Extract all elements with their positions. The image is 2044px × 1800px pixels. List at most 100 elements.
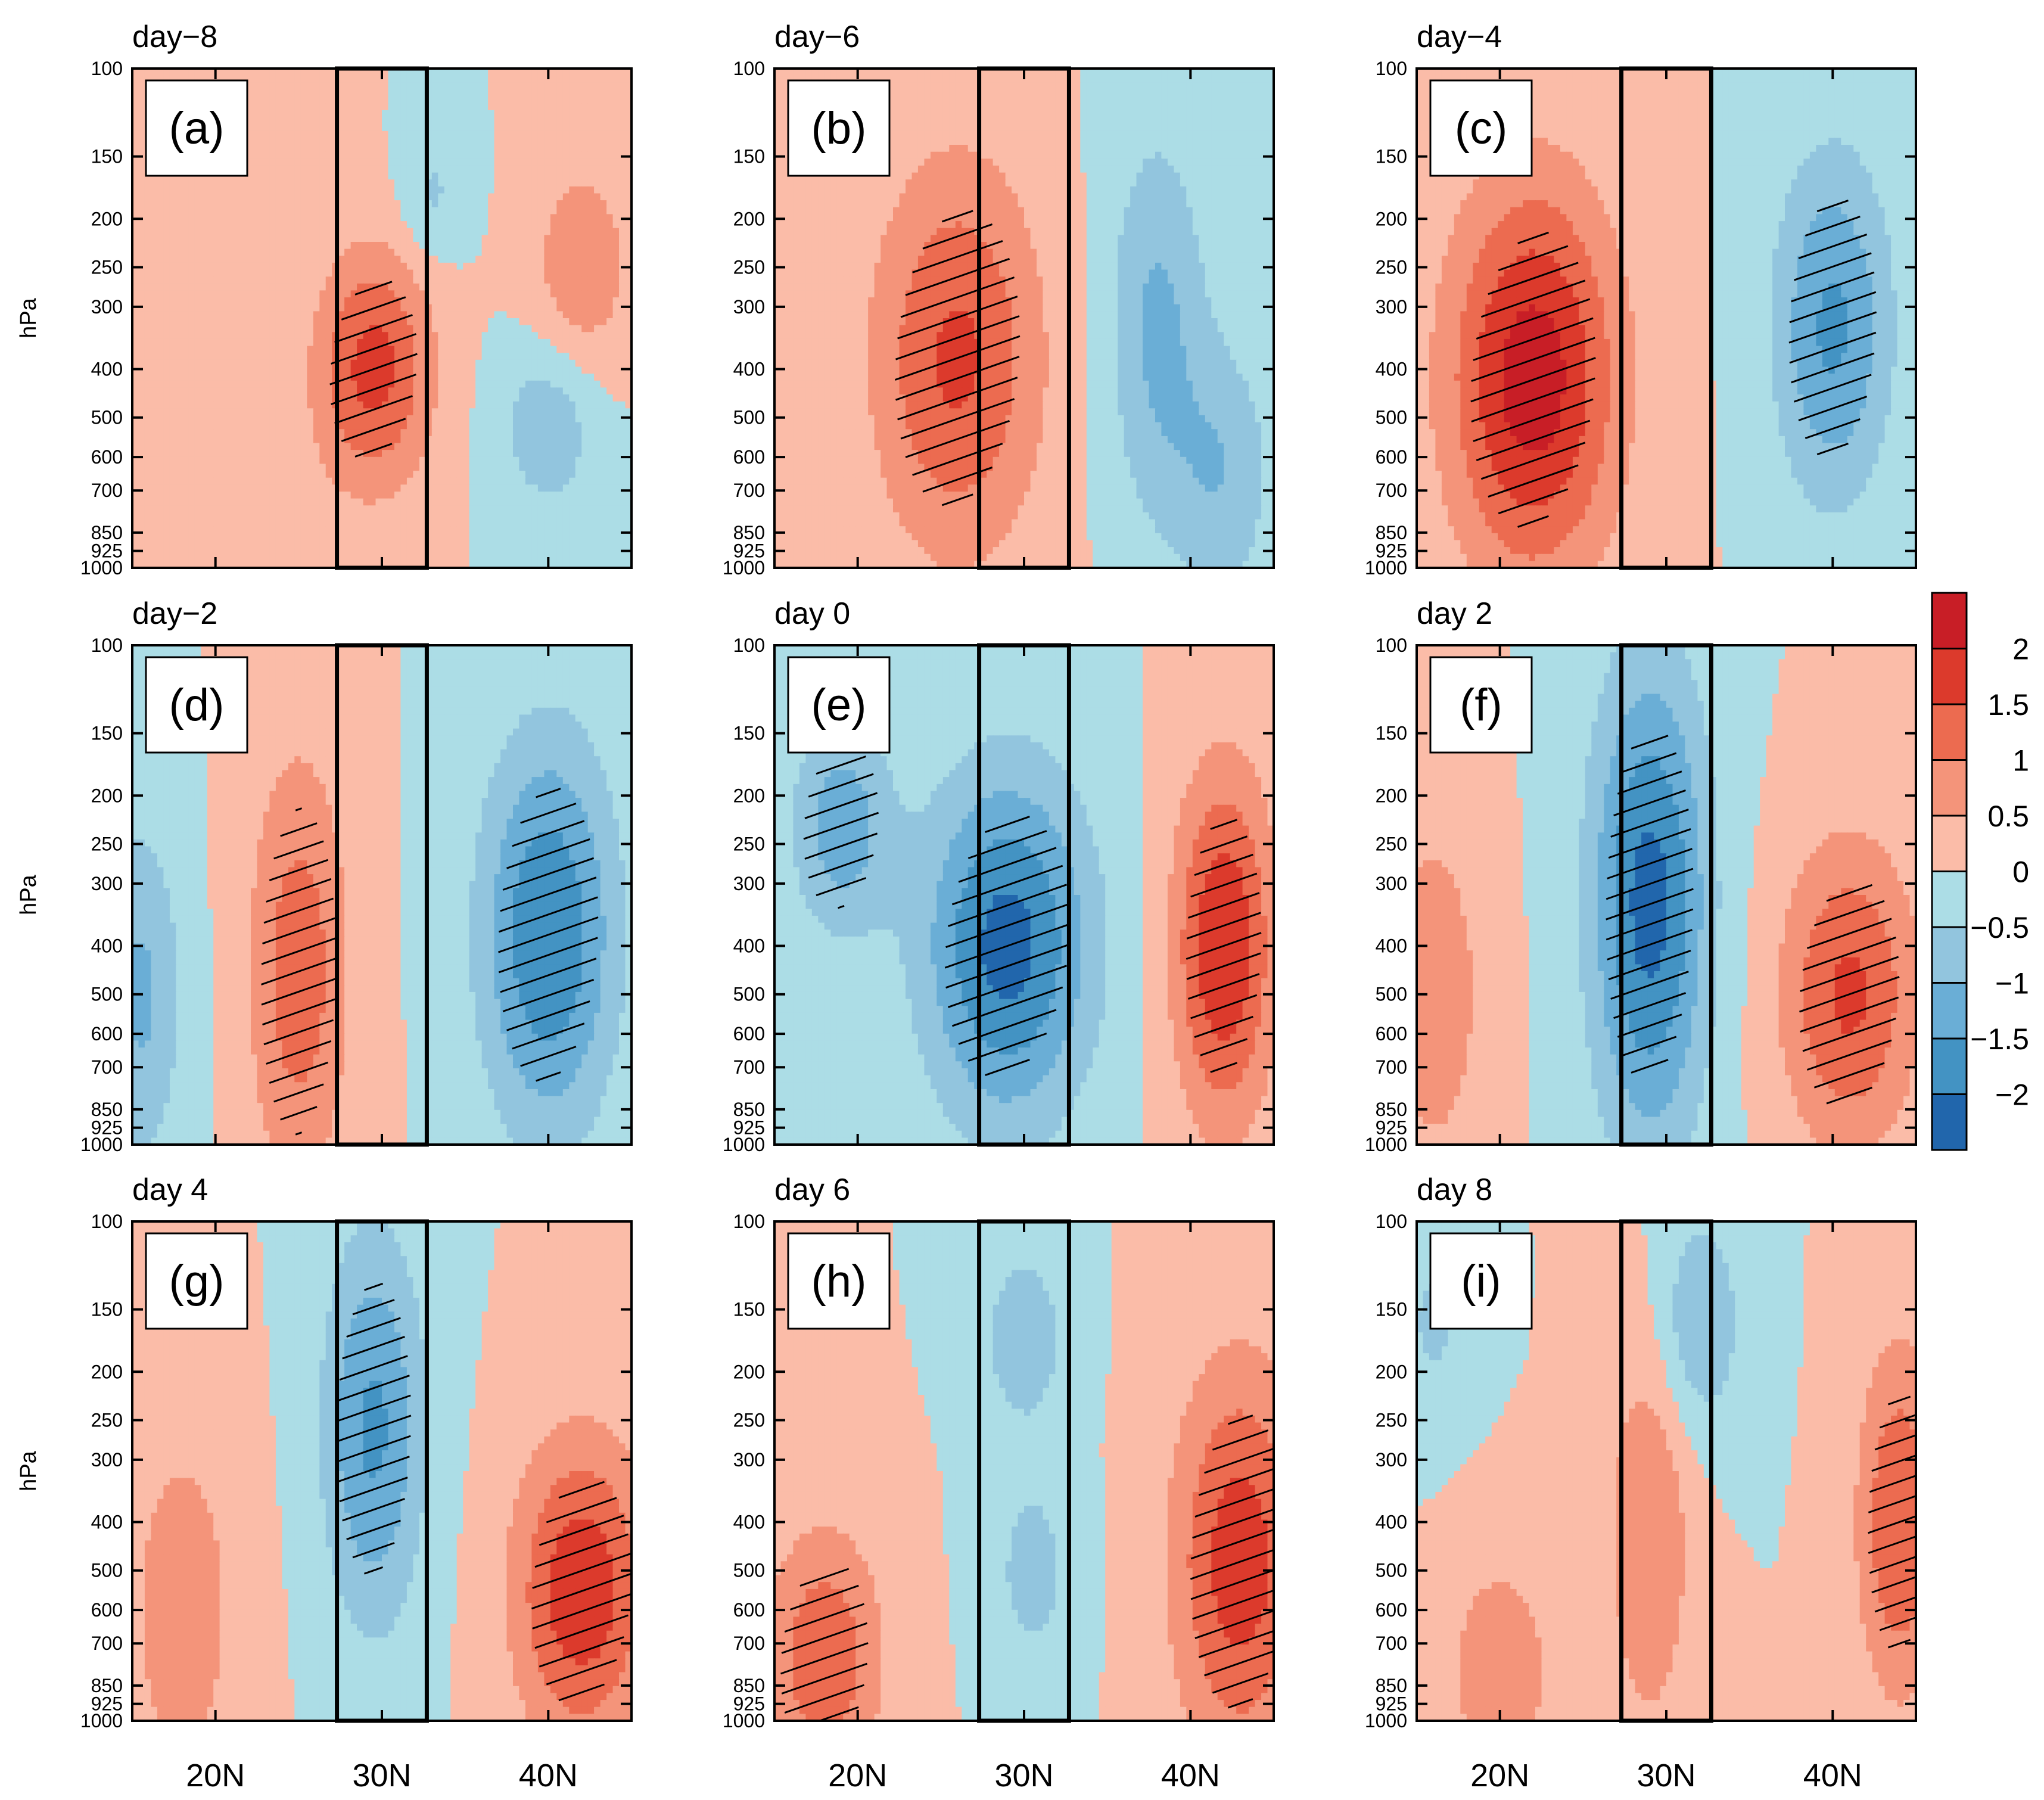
- contour-cell: [556, 443, 564, 450]
- contour-cell: [226, 436, 233, 444]
- contour-cell: [431, 158, 439, 166]
- contour-cell: [350, 179, 357, 187]
- contour-cell: [269, 151, 276, 160]
- contour-cell: [394, 374, 402, 381]
- contour-cell: [481, 436, 489, 444]
- contour-cell: [394, 262, 402, 271]
- contour-cell: [463, 69, 470, 76]
- contour-cell: [463, 242, 470, 250]
- contour-cell: [513, 477, 520, 486]
- contour-cell: [450, 214, 458, 222]
- contour-cell: [213, 456, 220, 465]
- contour-cell: [151, 359, 158, 368]
- contour-cell: [606, 130, 614, 139]
- contour-cell: [425, 422, 433, 430]
- contour-cell: [369, 145, 377, 153]
- contour-cell: [176, 262, 183, 271]
- contour-cell: [369, 276, 377, 284]
- contour-cell: [506, 304, 514, 312]
- contour-cell: [575, 450, 582, 458]
- contour-cell: [537, 283, 545, 291]
- contour-cell: [288, 471, 295, 478]
- contour-cell: [594, 464, 601, 471]
- contour-cell: [494, 165, 501, 173]
- contour-cell: [562, 214, 570, 222]
- contour-cell: [288, 477, 295, 486]
- contour-cell: [251, 429, 258, 437]
- contour-cell: [581, 387, 589, 395]
- contour-cell: [587, 207, 595, 215]
- contour-cell: [344, 387, 351, 395]
- contour-cell: [313, 374, 321, 381]
- contour-cell: [550, 248, 558, 256]
- contour-cell: [151, 387, 158, 395]
- contour-cell: [263, 311, 270, 319]
- contour-cell: [544, 193, 551, 201]
- contour-cell: [575, 353, 582, 360]
- contour-cell: [232, 422, 239, 430]
- contour-cell: [388, 408, 395, 416]
- contour-cell: [431, 471, 439, 478]
- contour-cell: [525, 311, 533, 319]
- contour-cell: [357, 117, 364, 125]
- contour-cell: [275, 492, 283, 499]
- contour-cell: [151, 477, 158, 486]
- contour-cell: [456, 456, 463, 465]
- contour-cell: [369, 436, 377, 444]
- contour-cell: [400, 269, 407, 277]
- contour-cell: [506, 256, 514, 263]
- contour-cell: [444, 242, 452, 250]
- contour-cell: [375, 200, 382, 208]
- contour-cell: [469, 179, 476, 187]
- contour-cell: [488, 346, 495, 353]
- contour-cell: [144, 235, 152, 243]
- contour-cell: [400, 290, 407, 298]
- contour-cell: [550, 387, 558, 395]
- contour-cell: [307, 235, 314, 243]
- contour-cell: [625, 290, 631, 298]
- contour-cell: [531, 353, 539, 360]
- contour-cell: [219, 283, 226, 291]
- contour-cell: [419, 415, 427, 423]
- contour-cell: [575, 325, 582, 332]
- contour-cell: [537, 353, 545, 360]
- contour-cell: [138, 346, 145, 353]
- contour-cell: [544, 89, 551, 97]
- contour-cell: [388, 374, 395, 381]
- contour-cell: [363, 338, 370, 347]
- contour-cell: [594, 422, 601, 430]
- contour-cell: [232, 221, 239, 229]
- contour-cell: [282, 269, 289, 277]
- contour-cell: [288, 498, 295, 506]
- contour-cell: [537, 89, 545, 97]
- contour-cell: [375, 366, 382, 374]
- contour-cell: [257, 477, 264, 486]
- contour-cell: [325, 498, 332, 506]
- contour-cell: [587, 179, 595, 187]
- contour-cell: [251, 290, 258, 298]
- contour-cell: [450, 422, 458, 430]
- contour-cell: [282, 366, 289, 374]
- contour-cell: [394, 346, 402, 353]
- contour-cell: [369, 151, 377, 160]
- contour-cell: [469, 158, 476, 166]
- contour-cell: [157, 325, 164, 332]
- contour-cell: [475, 338, 483, 347]
- contour-cell: [612, 380, 620, 388]
- contour-cell: [612, 96, 620, 104]
- contour-cell: [513, 374, 520, 381]
- contour-cell: [525, 214, 533, 222]
- contour-cell: [456, 422, 463, 430]
- contour-cell: [469, 276, 476, 284]
- contour-cell: [400, 75, 407, 83]
- contour-cell: [350, 297, 357, 305]
- contour-cell: [569, 130, 576, 139]
- contour-cell: [400, 464, 407, 471]
- contour-cell: [282, 346, 289, 353]
- contour-cell: [444, 464, 452, 471]
- contour-cell: [138, 269, 145, 277]
- contour-cell: [606, 276, 614, 284]
- contour-cell: [194, 193, 202, 201]
- contour-cell: [562, 151, 570, 160]
- contour-cell: [475, 318, 483, 326]
